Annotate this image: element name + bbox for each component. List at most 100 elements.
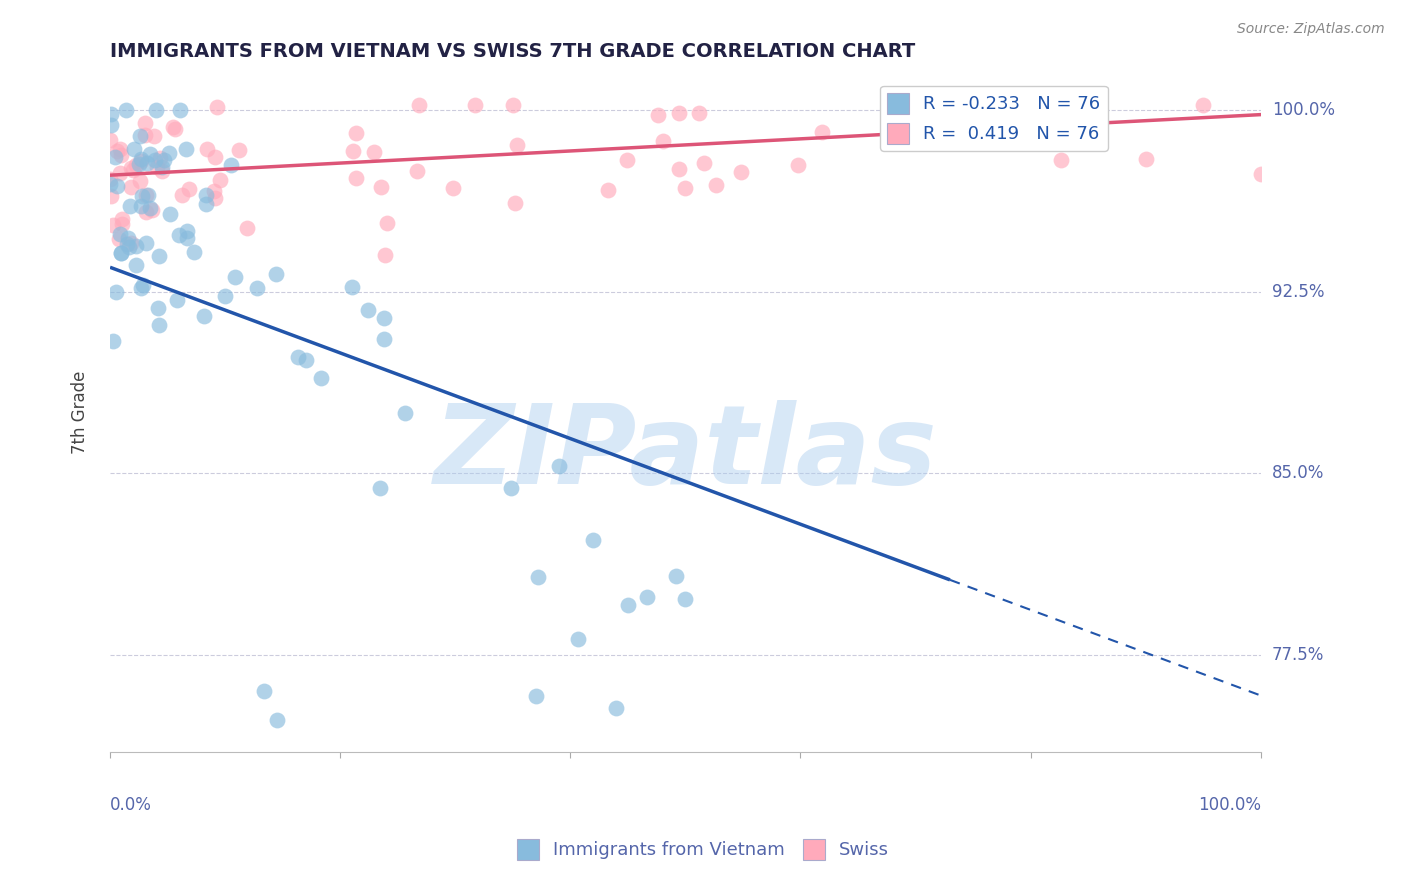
Point: [647, 108, 669, 122]
Point: [342, 280, 364, 294]
Point: [344, 126, 367, 140]
Point: [673, 592, 696, 607]
Point: [110, 227, 132, 242]
Point: [98, 178, 121, 192]
Point: [163, 122, 186, 136]
Point: [176, 142, 198, 156]
Point: [246, 280, 269, 294]
Point: [688, 105, 710, 120]
Point: [115, 237, 138, 252]
Point: [668, 106, 690, 120]
Text: Source: ZipAtlas.com: Source: ZipAtlas.com: [1237, 22, 1385, 37]
Point: [141, 203, 163, 218]
Point: [125, 158, 148, 172]
Point: [148, 249, 170, 263]
Point: [506, 138, 529, 153]
Point: [176, 230, 198, 244]
Text: 77.5%: 77.5%: [1272, 646, 1324, 664]
Point: [668, 162, 690, 177]
Point: [224, 269, 246, 284]
Point: [524, 689, 547, 703]
Legend: R = -0.233   N = 76, R =  0.419   N = 76: R = -0.233 N = 76, R = 0.419 N = 76: [880, 86, 1108, 151]
Text: IMMIGRANTS FROM VIETNAM VS SWISS 7TH GRADE CORRELATION CHART: IMMIGRANTS FROM VIETNAM VS SWISS 7TH GRA…: [110, 42, 915, 61]
Point: [167, 228, 190, 243]
Point: [100, 107, 122, 121]
Point: [730, 165, 752, 179]
Point: [567, 632, 589, 646]
Point: [464, 98, 486, 112]
Point: [110, 246, 132, 260]
Point: [134, 116, 156, 130]
Point: [394, 406, 416, 420]
Legend: Immigrants from Vietnam, Swiss: Immigrants from Vietnam, Swiss: [510, 831, 896, 867]
Point: [104, 285, 127, 299]
Point: [138, 146, 160, 161]
Point: [665, 568, 688, 582]
Point: [205, 100, 228, 114]
Point: [548, 458, 571, 473]
Point: [104, 150, 127, 164]
Point: [693, 155, 716, 169]
Point: [143, 153, 166, 168]
Point: [131, 189, 153, 203]
Point: [166, 293, 188, 307]
Point: [125, 239, 148, 253]
Text: 0.0%: 0.0%: [110, 796, 152, 814]
Text: 92.5%: 92.5%: [1272, 283, 1324, 301]
Point: [1077, 98, 1099, 112]
Point: [616, 153, 638, 167]
Point: [995, 126, 1018, 140]
Point: [129, 153, 152, 167]
Point: [253, 684, 276, 698]
Point: [131, 277, 153, 292]
Point: [136, 188, 159, 202]
Point: [617, 599, 640, 613]
Point: [501, 481, 523, 495]
Point: [373, 332, 395, 346]
Point: [100, 118, 122, 132]
Point: [108, 166, 131, 180]
Point: [374, 248, 396, 262]
Point: [202, 184, 225, 198]
Point: [598, 183, 620, 197]
Text: 100.0%: 100.0%: [1198, 796, 1261, 814]
Point: [357, 302, 380, 317]
Point: [673, 181, 696, 195]
Point: [145, 160, 167, 174]
Point: [150, 164, 173, 178]
Point: [176, 224, 198, 238]
Point: [117, 231, 139, 245]
Point: [370, 481, 392, 495]
Point: [139, 202, 162, 216]
Point: [103, 219, 125, 233]
Point: [169, 103, 191, 117]
Point: [122, 163, 145, 178]
Point: [98, 133, 121, 147]
Point: [295, 352, 318, 367]
Point: [107, 231, 129, 245]
Point: [134, 128, 156, 143]
Point: [214, 288, 236, 302]
Text: 100.0%: 100.0%: [1272, 101, 1334, 119]
Point: [150, 160, 173, 174]
Point: [228, 144, 250, 158]
Point: [145, 103, 167, 117]
Point: [159, 206, 181, 220]
Point: [135, 187, 157, 202]
Point: [967, 98, 990, 112]
Point: [105, 145, 128, 159]
Point: [704, 178, 727, 192]
Point: [129, 281, 152, 295]
Point: [135, 204, 157, 219]
Point: [103, 334, 125, 349]
Point: [363, 145, 385, 159]
Point: [204, 150, 226, 164]
Text: ZIPatlas: ZIPatlas: [433, 400, 938, 507]
Point: [120, 179, 142, 194]
Point: [120, 161, 142, 176]
Point: [170, 188, 193, 202]
Point: [197, 142, 219, 156]
Point: [111, 212, 134, 227]
Point: [118, 199, 141, 213]
Point: [128, 157, 150, 171]
